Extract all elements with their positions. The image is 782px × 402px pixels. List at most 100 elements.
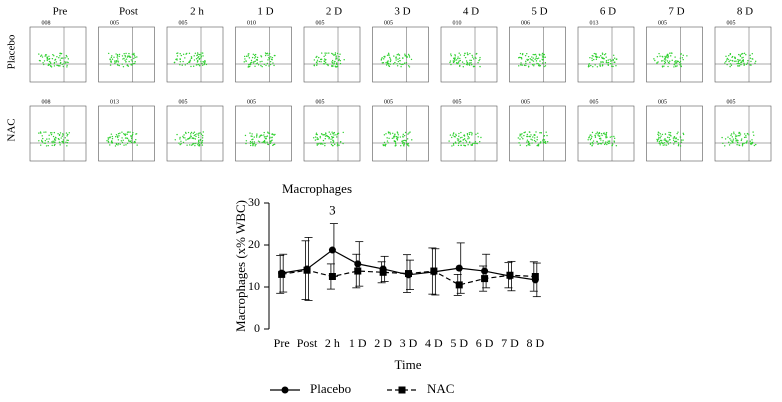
cell-dot — [732, 138, 735, 140]
cell-dot — [116, 54, 119, 56]
annotation: 3 — [329, 203, 336, 218]
cell-dot — [471, 54, 473, 57]
cell-dot — [471, 134, 473, 136]
cell-dot — [595, 56, 598, 59]
cell-dot — [110, 140, 113, 143]
cell-dot — [46, 138, 48, 140]
cell-dot — [529, 144, 531, 146]
cell-dot — [110, 56, 113, 59]
cell-dot — [664, 57, 667, 59]
cell-dot — [535, 55, 538, 57]
cell-dot — [110, 133, 113, 135]
cell-dot — [175, 58, 177, 61]
cell-dot — [256, 133, 258, 135]
x-tick-label: 4 D — [425, 336, 443, 350]
cell-dot — [320, 58, 323, 61]
cell-dot — [400, 65, 402, 68]
cell-dot — [612, 59, 614, 61]
cell-dot — [397, 60, 400, 63]
cell-dot — [666, 60, 669, 62]
cell-dot — [321, 52, 323, 54]
cell-dot — [187, 138, 189, 140]
cell-dot — [606, 143, 608, 146]
cell-dot — [334, 52, 337, 54]
cell-dot — [115, 61, 118, 63]
cell-dot — [657, 61, 659, 63]
cell-dot — [663, 139, 665, 141]
cell-dot — [336, 142, 338, 144]
cell-dot — [595, 55, 598, 58]
cell-dot — [333, 134, 335, 136]
cell-dot — [198, 53, 201, 56]
cell-dot — [272, 143, 275, 146]
cell-dot — [667, 65, 669, 68]
cell-dot — [328, 52, 330, 54]
cell-dot — [129, 56, 132, 58]
cell-dot — [322, 134, 324, 136]
cell-dot — [402, 139, 404, 142]
cell-dot — [539, 142, 541, 144]
cell-dot — [663, 142, 666, 144]
flow-plot — [235, 105, 292, 162]
cell-dot — [197, 53, 199, 56]
cell-dot — [192, 137, 194, 139]
cell-dot — [680, 65, 682, 68]
cell-dot — [200, 55, 203, 57]
cell-dot — [615, 65, 617, 67]
flow-plot — [98, 26, 155, 83]
cell-dot — [54, 143, 56, 146]
cell-dot — [664, 144, 666, 146]
cell-dot — [203, 62, 206, 65]
cell-dot — [608, 142, 611, 144]
cell-dot — [477, 62, 479, 64]
cell-dot — [611, 144, 613, 147]
cell-dot — [743, 62, 745, 65]
cell-dot — [520, 57, 523, 59]
cell-dot — [193, 142, 195, 145]
cell-dot — [133, 55, 136, 57]
cell-dot — [544, 62, 547, 64]
cell-dot — [539, 132, 541, 134]
cell-dot — [46, 56, 48, 58]
cell-dot — [465, 139, 467, 142]
cell-dot — [123, 144, 125, 146]
cell-dot — [519, 135, 521, 137]
cell-dot — [396, 65, 399, 67]
cell-dot — [658, 52, 660, 55]
cell-dot — [256, 134, 258, 137]
cell-dot — [335, 62, 338, 64]
cell-dot — [405, 139, 407, 142]
cell-dot — [201, 144, 204, 146]
cell-dot — [43, 60, 46, 62]
flow-plot — [372, 26, 429, 83]
cell-dot — [124, 59, 126, 61]
cell-dot — [129, 140, 131, 143]
cell-dot — [128, 60, 130, 63]
cell-dot — [269, 63, 272, 66]
cell-dot — [111, 135, 114, 138]
cell-dot — [66, 141, 69, 144]
cell-dot — [746, 62, 749, 64]
cell-dot — [460, 144, 462, 147]
flow-plot — [303, 105, 361, 162]
cell-dot — [180, 54, 183, 57]
marker — [506, 271, 514, 279]
cell-dot — [591, 59, 593, 62]
cell-dot — [665, 59, 667, 61]
cell-dot — [664, 55, 666, 58]
cell-dot — [333, 54, 335, 56]
cell-dot — [313, 59, 316, 61]
cell-dot — [179, 138, 181, 140]
cell-dot — [388, 65, 391, 68]
cell-dot — [457, 57, 459, 60]
cell-dot — [532, 57, 534, 59]
cell-dot — [121, 63, 123, 65]
cell-dot — [59, 59, 62, 61]
cell-dot — [66, 66, 68, 68]
cell-dot — [389, 133, 392, 135]
marker — [328, 273, 336, 280]
cell-dot — [389, 63, 391, 65]
cell-dot — [405, 62, 408, 64]
cell-dot — [59, 65, 61, 67]
cell-dot — [738, 59, 740, 62]
